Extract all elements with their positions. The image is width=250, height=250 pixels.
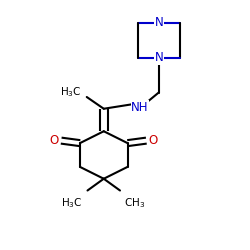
Text: N: N [154,51,163,64]
Text: O: O [149,134,158,146]
Text: N: N [154,16,163,29]
Text: O: O [50,134,59,146]
Text: NH: NH [131,101,149,114]
Text: CH$_3$: CH$_3$ [124,196,146,210]
Text: H$_3$C: H$_3$C [62,196,83,210]
Text: H$_3$C: H$_3$C [60,86,81,100]
